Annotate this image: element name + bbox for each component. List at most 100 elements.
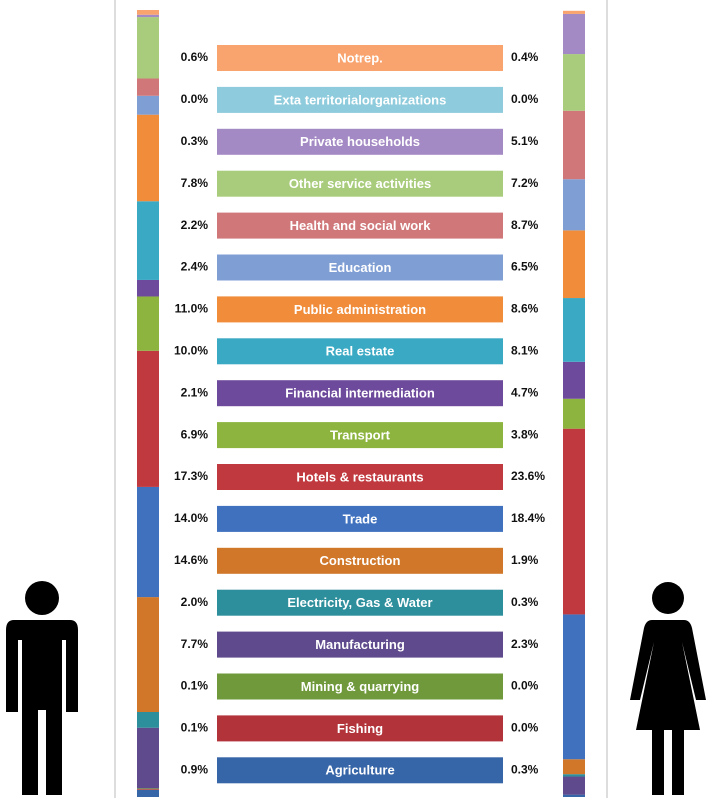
category-pill xyxy=(217,128,503,155)
bar-segment xyxy=(137,350,159,487)
category-label: Fishing xyxy=(337,721,383,736)
value-label: 0.3% xyxy=(511,762,539,776)
value-label: 7.7% xyxy=(181,637,209,651)
bar-segment xyxy=(563,361,585,399)
bar-segment xyxy=(137,78,159,96)
bar-segment xyxy=(137,727,159,789)
value-label: 11.0% xyxy=(175,302,209,316)
bar-segment xyxy=(563,54,585,111)
value-label: 2.4% xyxy=(181,260,209,274)
bar-segment xyxy=(137,296,159,351)
value-label: 0.0% xyxy=(511,92,539,106)
bar-segment xyxy=(563,794,585,797)
bar-segment xyxy=(563,614,585,760)
bar-segment xyxy=(563,298,585,362)
category-label: Notrep. xyxy=(337,50,383,65)
category-pill xyxy=(217,338,503,365)
category-pill xyxy=(217,170,503,197)
value-label: 4.7% xyxy=(511,385,539,399)
bar-segment xyxy=(563,759,585,775)
category-label: Manufacturing xyxy=(315,637,405,652)
value-label: 0.1% xyxy=(181,679,209,693)
value-label: 8.7% xyxy=(511,218,539,232)
bar-segment xyxy=(563,398,585,429)
category-pill xyxy=(217,296,503,323)
category-pill xyxy=(217,380,503,407)
category-pill xyxy=(217,86,503,113)
bar-segment xyxy=(563,13,585,55)
value-label: 1.9% xyxy=(511,553,539,567)
category-pill xyxy=(217,45,503,71)
bar-segment xyxy=(137,597,159,713)
category-label: Trade xyxy=(343,511,378,526)
value-label: 0.6% xyxy=(181,50,209,64)
category-label: Real estate xyxy=(326,344,395,359)
category-label: Construction xyxy=(320,553,401,568)
bar-segment xyxy=(137,10,159,15)
category-pill xyxy=(217,422,503,449)
category-pill xyxy=(217,505,503,532)
value-label: 7.2% xyxy=(511,176,539,190)
category-label: Health and social work xyxy=(290,218,432,233)
category-pill xyxy=(217,212,503,239)
bar-segment xyxy=(137,17,159,79)
bar-segment xyxy=(563,179,585,231)
value-label: 2.0% xyxy=(181,595,209,609)
value-label: 0.3% xyxy=(511,595,539,609)
category-label: Exta territorialorganizations xyxy=(274,92,447,107)
value-label: 0.9% xyxy=(181,762,209,776)
bar-segment xyxy=(137,712,159,728)
bar-segment xyxy=(137,279,159,297)
bar-segment xyxy=(137,201,159,280)
category-pill xyxy=(217,589,503,616)
bar-segment xyxy=(137,486,159,598)
bar-segment xyxy=(137,114,159,202)
bar-segment xyxy=(137,14,159,18)
value-label: 2.3% xyxy=(511,637,539,651)
value-label: 23.6% xyxy=(511,469,545,483)
value-label: 0.3% xyxy=(181,134,209,148)
value-label: 0.1% xyxy=(181,721,209,735)
value-label: 6.9% xyxy=(181,427,209,441)
value-label: 3.8% xyxy=(511,427,539,441)
category-label: Public administration xyxy=(294,302,426,317)
value-label: 5.1% xyxy=(511,134,539,148)
bar-segment xyxy=(137,789,159,797)
male-icon xyxy=(6,581,78,795)
value-label: 8.1% xyxy=(511,343,539,357)
bar-segment xyxy=(563,110,585,180)
category-label: Mining & quarrying xyxy=(301,679,420,694)
category-label: Agriculture xyxy=(325,763,394,778)
value-label: 2.1% xyxy=(181,385,209,399)
bar-segment xyxy=(563,776,585,795)
bar-segment xyxy=(137,95,159,115)
bar-segment xyxy=(563,428,585,615)
value-label: 6.5% xyxy=(511,260,539,274)
value-label: 0.0% xyxy=(181,92,209,106)
category-label: Financial intermediation xyxy=(285,386,435,401)
category-pill xyxy=(217,464,503,490)
bar-segment xyxy=(563,230,585,299)
category-pill xyxy=(217,757,503,784)
category-label: Hotels & restaurants xyxy=(296,469,423,484)
category-pill xyxy=(217,631,503,658)
category-label: Transport xyxy=(330,428,391,443)
value-label: 7.8% xyxy=(181,176,209,190)
value-label: 17.3% xyxy=(174,469,208,483)
value-label: 18.4% xyxy=(511,511,545,525)
bar-segment xyxy=(563,10,585,14)
category-pill xyxy=(217,715,503,742)
bar-segment xyxy=(563,774,585,777)
value-label: 2.2% xyxy=(181,218,209,232)
bar-segment xyxy=(137,788,159,790)
category-label: Education xyxy=(329,260,392,275)
bar-segment xyxy=(137,789,159,790)
value-label: 0.0% xyxy=(511,679,539,693)
female-icon xyxy=(630,582,706,795)
category-pill xyxy=(217,547,503,574)
category-label: Other service activities xyxy=(289,176,431,191)
value-label: 14.0% xyxy=(174,511,208,525)
value-label: 14.6% xyxy=(174,553,208,567)
value-label: 0.4% xyxy=(511,50,539,64)
